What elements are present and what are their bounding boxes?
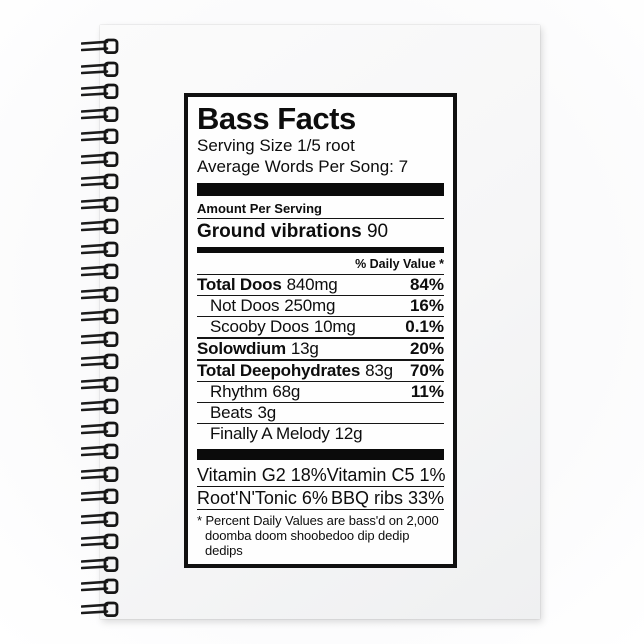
spiral-ring-icon bbox=[81, 601, 119, 617]
spiral-ring-icon bbox=[81, 308, 119, 325]
spiral-ring-icon bbox=[81, 218, 119, 235]
spiral-ring-icon bbox=[81, 511, 119, 527]
spiral-ring-icon bbox=[81, 128, 119, 145]
daily-value-header: % Daily Value * bbox=[355, 257, 444, 271]
root-n-tonic: Root'N'Tonic 6% bbox=[197, 488, 328, 508]
spiral-ring-icon bbox=[81, 286, 119, 302]
spiral-ring-icon bbox=[81, 173, 119, 190]
spiral-ring-icon bbox=[81, 151, 119, 167]
ground-vibrations-name: Ground vibrations bbox=[197, 221, 362, 242]
ground-vibrations-value: 90 bbox=[366, 221, 389, 242]
row-finally-a-melody: Finally A Melody 12g bbox=[197, 423, 444, 444]
spiral-ring-icon bbox=[81, 196, 119, 212]
spiral-ring-icon bbox=[81, 353, 119, 370]
footnote-line-2: doomba doom shoobedoo dip dedip dedips bbox=[205, 528, 410, 558]
ground-vibrations-row: Ground vibrations 90 bbox=[197, 219, 444, 243]
bbq-ribs: BBQ ribs 33% bbox=[330, 488, 444, 508]
row-total-deepohydrates: Total Deepohydrates 83g 70% bbox=[197, 359, 444, 380]
notebook-page: Bass Facts Serving Size 1/5 root Average… bbox=[81, 25, 540, 619]
divider-rule bbox=[197, 509, 444, 510]
vitamin-row-2: Root'N'Tonic 6% BBQ ribs 33% bbox=[197, 487, 444, 509]
spiral-ring-icon bbox=[81, 106, 119, 122]
spiral-ring-icon bbox=[81, 488, 119, 505]
vitamin-row-1: Vitamin G2 18% Vitamin C5 1% bbox=[197, 464, 446, 486]
divider-rule bbox=[197, 218, 444, 219]
spiral-ring-icon bbox=[81, 578, 119, 595]
row-not-doos: Not Doos 250mg 16% bbox=[197, 295, 444, 316]
separator-bar-medium bbox=[197, 247, 444, 253]
spiral-ring-icon bbox=[81, 331, 119, 347]
spiral-ring-icon bbox=[81, 61, 119, 77]
spiral-binding bbox=[81, 38, 119, 618]
spiral-ring-icon bbox=[81, 398, 119, 415]
separator-bar-thick bbox=[197, 183, 444, 196]
spiral-ring-icon bbox=[81, 466, 119, 482]
bass-facts-label: Bass Facts Serving Size 1/5 root Average… bbox=[184, 93, 457, 568]
amount-per-serving-label: Amount Per Serving bbox=[197, 201, 322, 216]
spiral-ring-icon bbox=[81, 533, 119, 550]
label-title: Bass Facts bbox=[197, 101, 356, 136]
row-solowdium: Solowdium 13g 20% bbox=[197, 337, 444, 358]
row-rhythm: Rhythm 68g 11% bbox=[197, 381, 444, 402]
avg-words-line: Average Words Per Song: 7 bbox=[197, 157, 409, 176]
spiral-ring-icon bbox=[81, 376, 119, 392]
separator-bar-thick-bottom bbox=[197, 449, 444, 460]
spiral-ring-icon bbox=[81, 241, 119, 257]
spiral-ring-icon bbox=[81, 556, 119, 572]
vitamin-c5: Vitamin C5 1% bbox=[326, 465, 446, 485]
spiral-ring-icon bbox=[81, 83, 119, 100]
footnote-line-1: * Percent Daily Values are bass'd on 2,0… bbox=[197, 513, 439, 528]
row-total-doos: Total Doos 840mg 84% bbox=[197, 275, 444, 294]
footnote: * Percent Daily Values are bass'd on 2,0… bbox=[197, 513, 444, 558]
spiral-ring-icon bbox=[81, 263, 119, 280]
row-beats: Beats 3g bbox=[197, 402, 444, 423]
nutrient-rows: Total Doos 840mg 84% Not Doos 250mg 16% Sc… bbox=[197, 274, 444, 444]
divider-rule bbox=[197, 486, 444, 487]
vitamin-g2: Vitamin G2 18% bbox=[197, 465, 327, 485]
spiral-ring-icon bbox=[81, 38, 119, 55]
serving-size-line: Serving Size 1/5 root bbox=[197, 136, 355, 155]
spiral-ring-icon bbox=[81, 443, 119, 460]
row-scooby-doos: Scooby Doos 10mg 0.1% bbox=[197, 316, 444, 337]
spiral-ring-icon bbox=[81, 421, 119, 437]
